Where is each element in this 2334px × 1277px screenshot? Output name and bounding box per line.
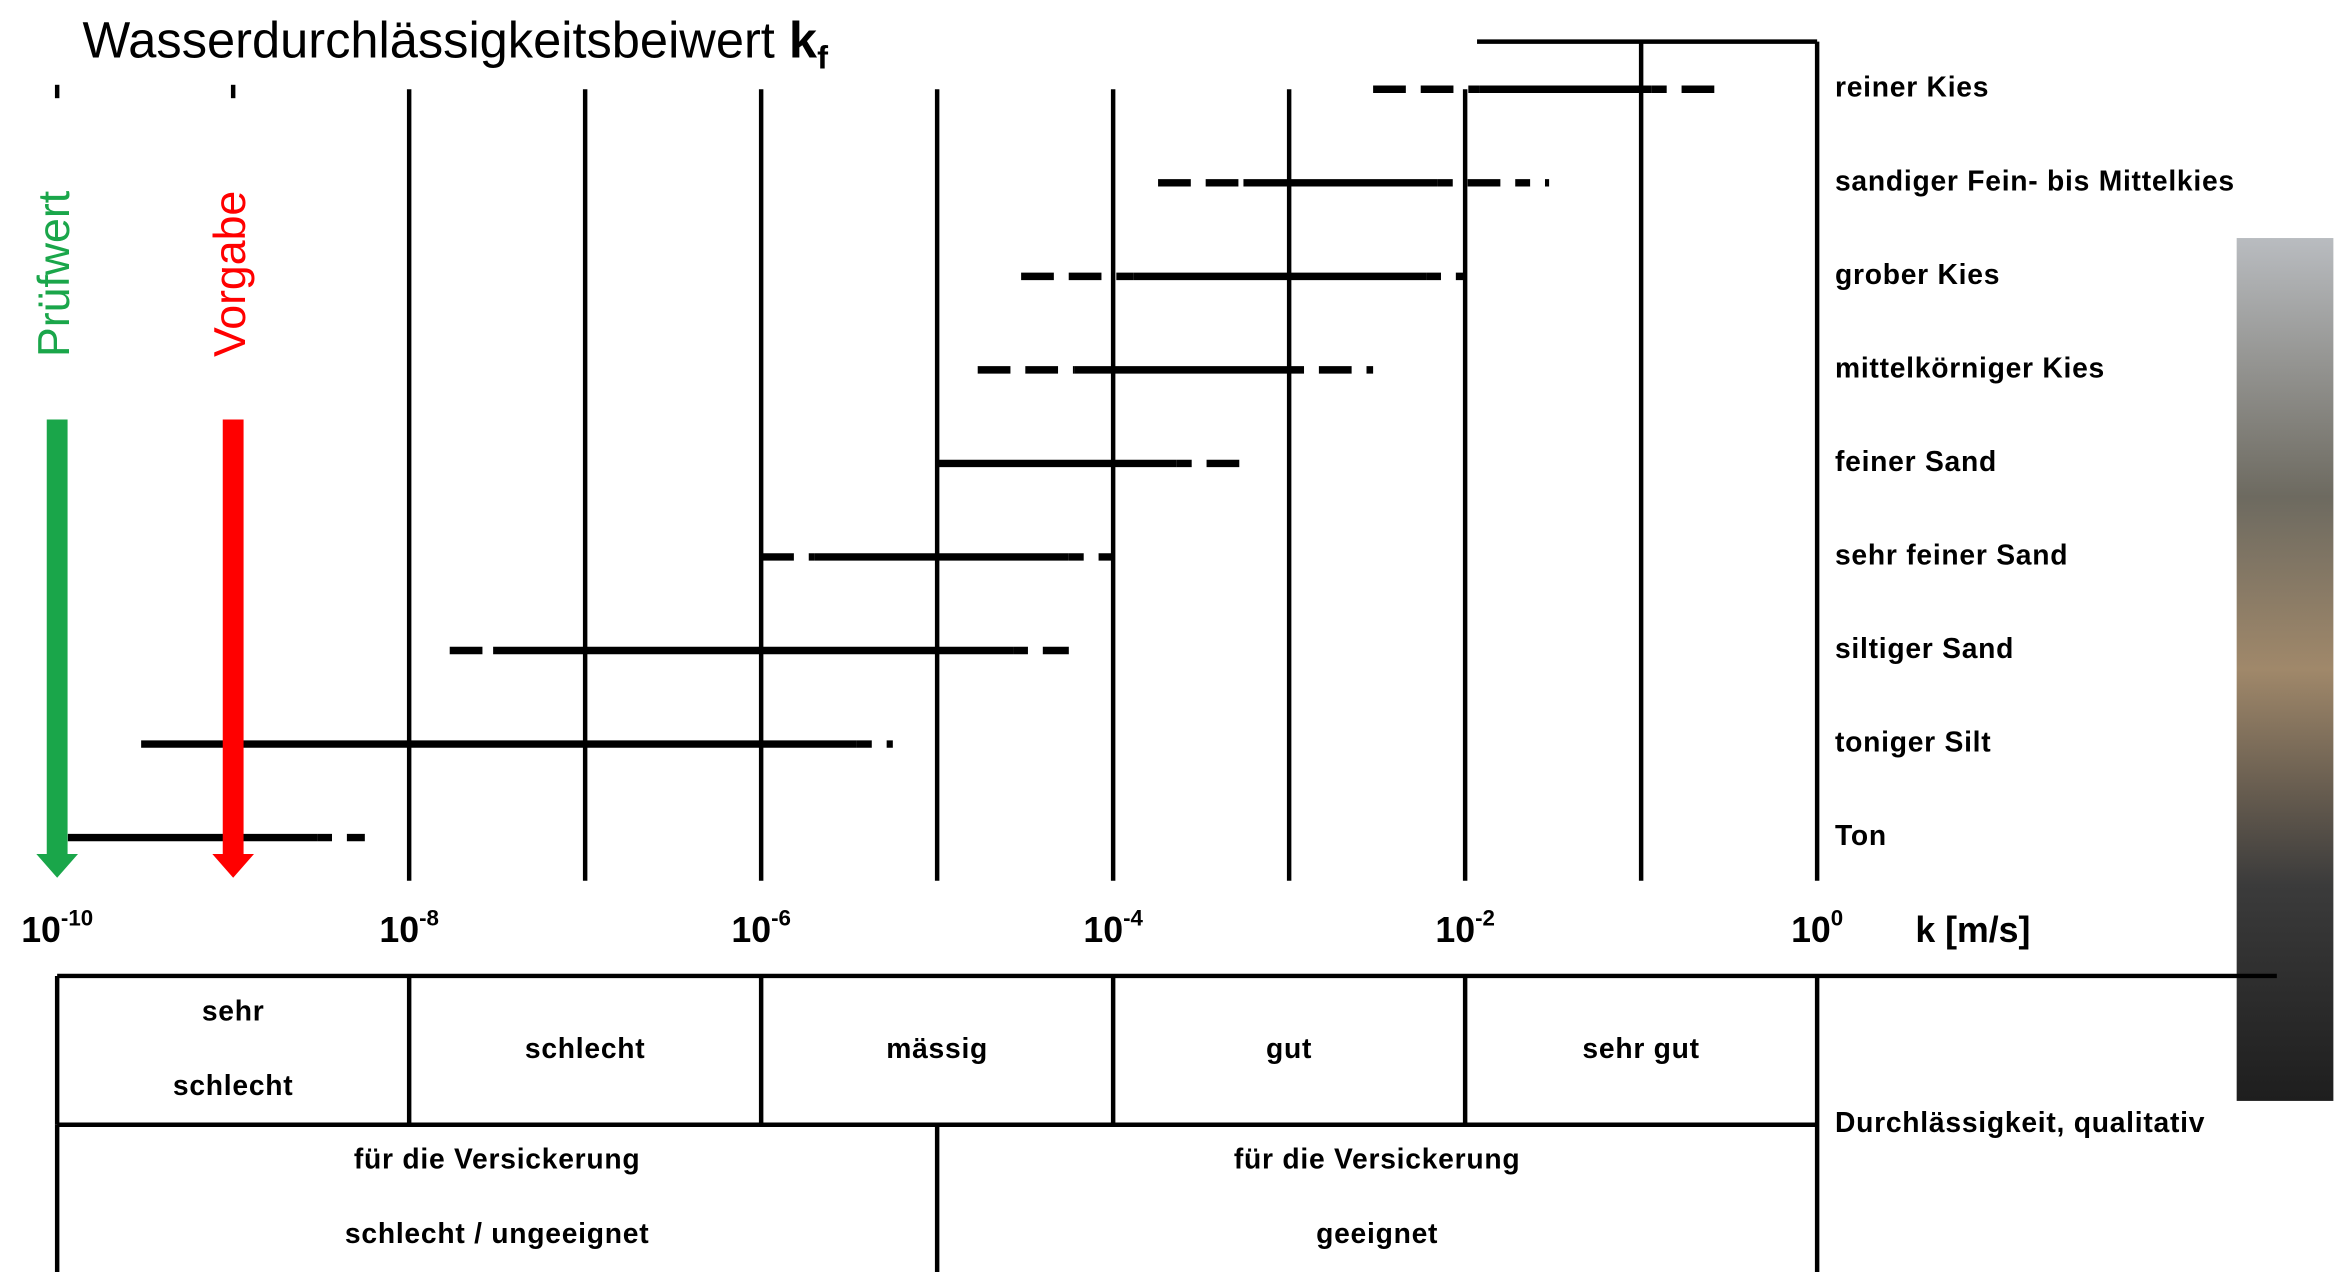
cell-text: sehr (202, 995, 265, 1027)
category-label: grober Kies (1835, 258, 2000, 290)
marker-label: Vorgabe (206, 191, 255, 357)
tick-base: 10 (1083, 910, 1123, 950)
tick-exponent: -6 (771, 905, 791, 930)
marker-label: Prüfwert (30, 190, 79, 357)
tick-exponent: -10 (61, 905, 93, 930)
category-label: Ton (1835, 819, 1887, 851)
cell-text: mässig (886, 1032, 988, 1064)
category-label: mittelkörniger Kies (1835, 351, 2105, 383)
tick-base: 10 (21, 910, 61, 950)
marker-arrow (212, 420, 254, 878)
cell-text: schlecht (525, 1032, 646, 1064)
tick-base: 10 (1435, 910, 1475, 950)
tick-exponent: -2 (1475, 905, 1495, 930)
category-label: reiner Kies (1835, 71, 1989, 103)
x-tick-label: 100 (1791, 905, 1843, 950)
title-subscript: f (817, 38, 828, 75)
x-tick-label: 10-4 (1083, 905, 1143, 950)
title-symbol: k (789, 12, 818, 69)
category-label: siltiger Sand (1835, 632, 2014, 664)
category-label: sehr feiner Sand (1835, 538, 2068, 570)
x-tick-label: 10-8 (379, 905, 439, 950)
photo (2237, 238, 2334, 1101)
title-text: Wasserdurchlässigkeitsbeiwert (82, 12, 774, 69)
tick-base: 10 (731, 910, 771, 950)
cell-text: gut (1266, 1032, 1312, 1064)
x-tick-label: 10-6 (731, 905, 791, 950)
tick-exponent: 0 (1831, 905, 1843, 930)
cell-text: schlecht / ungeeignet (345, 1217, 649, 1249)
tick-base: 10 (379, 910, 419, 950)
marker-arrow (36, 420, 78, 878)
page: {"chart_data": { "type": "range", "title… (0, 0, 2334, 1272)
x-axis-label: k [m/s] (1915, 910, 2030, 950)
chart: Wasserdurchlässigkeitsbeiwert kf k [m/s]… (0, 0, 2334, 1272)
category-label: toniger Silt (1835, 726, 1991, 758)
tick-base: 10 (1791, 910, 1831, 950)
x-tick-label: 10-2 (1435, 905, 1495, 950)
tick-exponent: -8 (419, 905, 439, 930)
chart-title: Wasserdurchlässigkeitsbeiwert kf (82, 12, 828, 75)
cell-text: für die Versickerung (354, 1143, 641, 1175)
cell-text: schlecht (173, 1069, 294, 1101)
tick-exponent: -4 (1123, 905, 1143, 930)
category-label: sandiger Fein- bis Mittelkies (1835, 164, 2235, 196)
row-label: Durchlässigkeit, qualitativ (1835, 1106, 2205, 1138)
cell-text: geeignet (1316, 1217, 1438, 1249)
x-tick-label: 10-10 (21, 905, 93, 950)
cell-text: für die Versickerung (1234, 1143, 1521, 1175)
category-label: feiner Sand (1835, 445, 1997, 477)
cell-text: sehr gut (1582, 1032, 1699, 1064)
